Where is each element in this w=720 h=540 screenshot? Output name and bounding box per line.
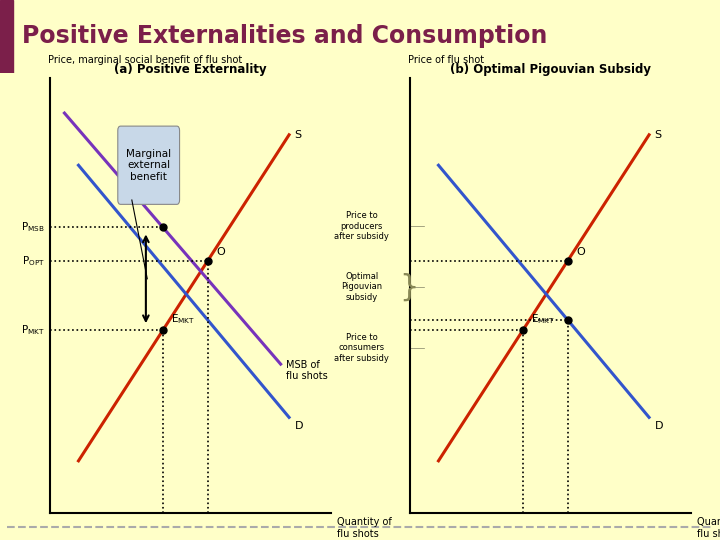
Text: Quantity of
flu shots: Quantity of flu shots [697, 517, 720, 539]
Text: Q$_{\rm MKT}$: Q$_{\rm MKT}$ [150, 539, 176, 540]
Bar [0, 0, 13, 73]
Text: Price to
consumers
after subsidy: Price to consumers after subsidy [334, 333, 390, 363]
Text: Price of flu shot: Price of flu shot [408, 55, 484, 65]
Text: Positive Externalities and Consumption: Positive Externalities and Consumption [22, 24, 547, 49]
Text: E$_{\rm MKT}$: E$_{\rm MKT}$ [531, 312, 555, 326]
Title: (b) Optimal Pigouvian Subsidy: (b) Optimal Pigouvian Subsidy [450, 63, 652, 76]
Text: O: O [216, 247, 225, 256]
Text: P$_{\rm MKT}$: P$_{\rm MKT}$ [21, 323, 45, 338]
Text: P$_{\rm OPT}$: P$_{\rm OPT}$ [22, 254, 45, 268]
Text: S: S [294, 130, 302, 140]
Text: Q$_{\rm OPT}$: Q$_{\rm OPT}$ [555, 539, 580, 540]
Text: Q$_{\rm OPT}$: Q$_{\rm OPT}$ [195, 539, 220, 540]
FancyBboxPatch shape [118, 126, 179, 204]
Text: Quantity of
flu shots: Quantity of flu shots [337, 517, 392, 539]
Text: Price, marginal social benefit of flu shot: Price, marginal social benefit of flu sh… [48, 55, 242, 65]
Text: Q$_{\rm MKT}$: Q$_{\rm MKT}$ [510, 539, 536, 540]
Text: Marginal
external
benefit: Marginal external benefit [126, 148, 171, 182]
Text: D: D [294, 421, 303, 431]
Text: P$_{\rm MSB}$: P$_{\rm MSB}$ [21, 220, 45, 234]
Text: S: S [654, 130, 662, 140]
Text: O: O [576, 247, 585, 256]
Text: }: } [399, 273, 418, 301]
Text: E$_{\rm MKT}$: E$_{\rm MKT}$ [171, 312, 195, 326]
Text: MSB of
flu shots: MSB of flu shots [287, 360, 328, 381]
Title: (a) Positive Externality: (a) Positive Externality [114, 63, 267, 76]
Text: Optimal
Pigouvian
subsidy: Optimal Pigouvian subsidy [341, 272, 382, 302]
Text: D: D [654, 421, 663, 431]
Text: Price to
producers
after subsidy: Price to producers after subsidy [334, 211, 390, 241]
